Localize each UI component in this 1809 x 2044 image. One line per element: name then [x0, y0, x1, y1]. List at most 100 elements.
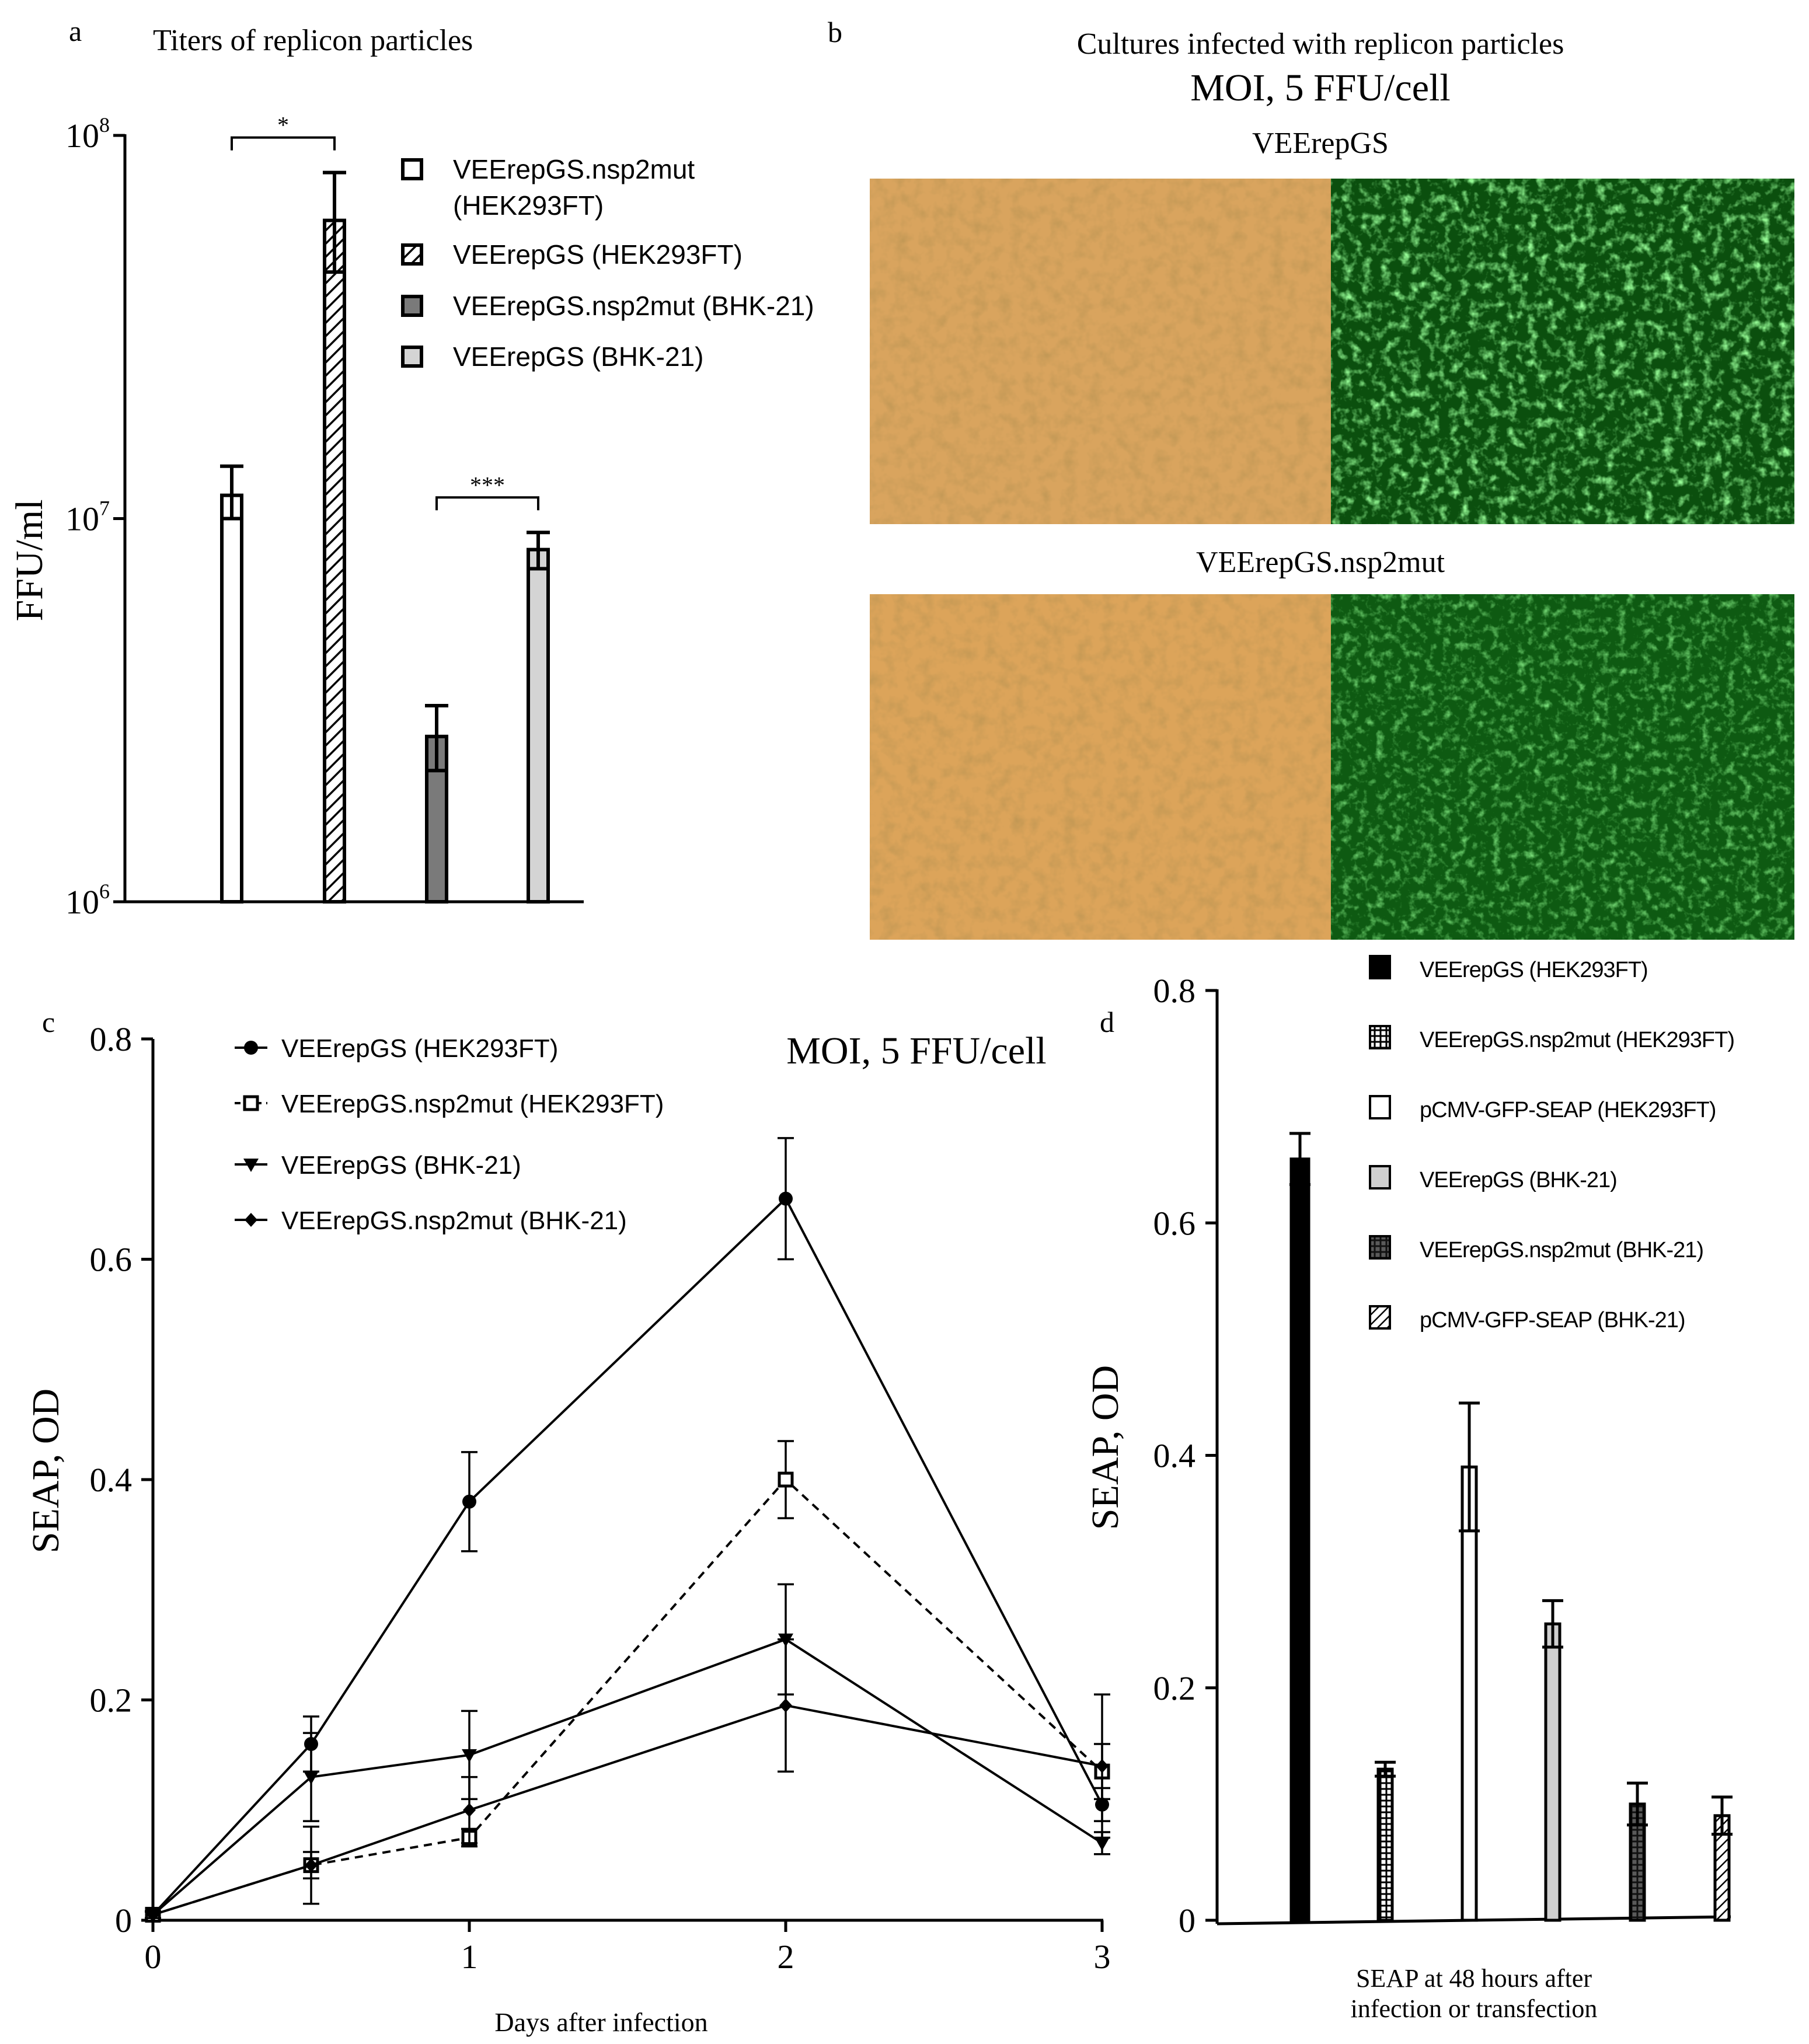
d-legend-swatch: [1369, 1305, 1391, 1330]
a-legend-label: VEErepGS (HEK293FT): [453, 239, 743, 270]
c-series-line: [152, 1704, 1103, 1916]
c-marker-square: [243, 1095, 259, 1111]
c-marker-triangle: [243, 1159, 259, 1172]
c-marker-circle: [244, 1041, 258, 1055]
c-marker-triangle: [462, 1749, 477, 1763]
c-ytick-label: 0.4: [90, 1461, 133, 1499]
a-legend-label: (HEK293FT): [453, 190, 604, 221]
a-legend-swatch: [401, 346, 423, 368]
a-ytick-exp: 7: [99, 497, 110, 520]
panel-b-microscopy: b Cultures infected with replicon partic…: [828, 16, 1794, 940]
panel-c-xlabel: Days after infection: [494, 2007, 707, 2037]
d-ytick-label: 0.6: [1153, 1204, 1196, 1242]
c-series-line: [152, 1197, 1103, 1916]
d-legend-label: pCMV-GFP-SEAP (BHK-21): [1420, 1308, 1685, 1333]
a-bar: [220, 493, 243, 904]
d-legend-label: VEErepGS (BHK-21): [1420, 1168, 1617, 1192]
c-marker-circle: [779, 1191, 793, 1206]
c-ytick-label: 0.8: [90, 1020, 133, 1058]
a-ytick-base: 10: [65, 883, 99, 921]
a-legend-label: VEErepGS (BHK-21): [453, 341, 703, 372]
a-ytick-label: 107: [65, 497, 110, 538]
c-xtick-label: 0: [145, 1938, 162, 1976]
d-ytick-label: 0.4: [1153, 1437, 1196, 1475]
c-marker-diamond: [779, 1698, 792, 1712]
d-legend-swatch: [1369, 1165, 1391, 1190]
a-significance-label: *: [277, 112, 289, 138]
panel-d-ylabel: SEAP, OD: [1084, 1365, 1127, 1530]
a-significance-bracket: [231, 136, 336, 151]
a-bar: [527, 547, 550, 904]
c-marker-diamond: [1096, 1759, 1109, 1773]
a-legend-label: VEErepGS.nsp2mut: [453, 154, 695, 184]
a-ytick-label: 108: [65, 113, 110, 155]
brightfield-image-veerepgs: [870, 179, 1331, 524]
a-legend-swatch: [401, 243, 423, 266]
a-ytick-base: 10: [65, 500, 99, 538]
c-marker-circle: [462, 1494, 476, 1509]
panel-a-label: a: [69, 15, 82, 47]
panel-a-titer-chart: a Titers of replicon particles FFU/ml 10…: [8, 15, 814, 921]
panel-d-bar-chart: d SEAP, OD SEAP at 48 hours after infect…: [1084, 955, 1735, 2023]
a-significance-label: ***: [470, 472, 505, 498]
c-legend-label: VEErepGS.nsp2mut (HEK293FT): [281, 1090, 664, 1118]
fluorescence-image-veerepgs-nsp2mut: [1331, 594, 1794, 940]
d-legend-label: pCMV-GFP-SEAP (HEK293FT): [1420, 1098, 1716, 1122]
a-ytick-exp: 8: [99, 113, 110, 137]
panel-c-ylabel: SEAP, OD: [25, 1389, 67, 1553]
a-ytick-base: 10: [65, 117, 99, 155]
d-legend-label: VEErepGS.nsp2mut (BHK-21): [1420, 1238, 1703, 1262]
panel-d-xlabel-line1: SEAP at 48 hours after: [1356, 1964, 1592, 1993]
fluorescence-image-veerepgs: [1331, 179, 1794, 524]
a-legend-swatch: [401, 158, 423, 180]
a-significance-bracket: [435, 496, 539, 511]
c-marker-square: [778, 1471, 794, 1488]
panel-d-label: d: [1100, 1006, 1114, 1038]
c-marker-diamond: [305, 1858, 318, 1872]
c-xtick-label: 2: [778, 1938, 794, 1976]
panel-b-row1-label: VEErepGS: [1252, 127, 1389, 160]
c-series-group: [145, 1137, 1110, 1922]
a-legend-swatch: [401, 295, 423, 317]
panel-d-xlabel-line2: infection or transfection: [1351, 1994, 1598, 2023]
c-xtick-label: 1: [461, 1938, 478, 1976]
c-xtick-label: 3: [1094, 1938, 1111, 1976]
a-legend-label: VEErepGS.nsp2mut (BHK-21): [453, 291, 814, 321]
panel-c-label: c: [42, 1006, 55, 1038]
c-legend-label: VEErepGS (HEK293FT): [281, 1034, 558, 1063]
c-series-group: [145, 1638, 1110, 1922]
d-legend-swatch: [1369, 955, 1391, 979]
c-ytick-label: 0.6: [90, 1241, 133, 1279]
c-marker-diamond: [147, 1907, 159, 1922]
d-ytick-label: 0.2: [1153, 1669, 1196, 1707]
d-ytick-label: 0: [1179, 1902, 1195, 1940]
c-marker-diamond: [463, 1803, 476, 1818]
a-bar: [323, 218, 346, 904]
c-ytick-label: 0: [115, 1902, 132, 1940]
d-ytick-label: 0.8: [1153, 972, 1196, 1010]
d-bar: [1376, 1767, 1394, 1922]
c-legend-label: VEErepGS (BHK-21): [281, 1151, 521, 1180]
c-marker-triangle: [304, 1771, 319, 1785]
c-marker-triangle: [1095, 1837, 1110, 1851]
panel-c-line-chart: c MOI, 5 FFU/cell SEAP, OD Days after in…: [25, 1006, 1111, 2037]
brightfield-image-veerepgs-nsp2mut: [870, 594, 1331, 940]
c-marker-diamond: [245, 1213, 257, 1227]
c-series-line: [152, 1638, 1103, 1916]
panel-a-title: Titers of replicon particles: [153, 24, 473, 57]
d-legend-label: VEErepGS (HEK293FT): [1420, 958, 1648, 982]
d-bar: [1461, 1465, 1478, 1922]
d-legend-label: VEErepGS.nsp2mut (HEK293FT): [1420, 1028, 1734, 1052]
d-legend-swatch: [1369, 1095, 1391, 1119]
c-series-group: [145, 1440, 1110, 1923]
d-bar: [1289, 1157, 1310, 1922]
panel-c-title: MOI, 5 FFU/cell: [786, 1030, 1047, 1072]
panel-a-ylabel: FFU/ml: [8, 499, 51, 621]
d-legend-swatch: [1369, 1025, 1391, 1049]
a-ytick-exp: 6: [99, 880, 110, 903]
c-ytick-label: 0.2: [90, 1682, 133, 1719]
panel-b-label: b: [828, 16, 842, 48]
c-legend-label: VEErepGS.nsp2mut (BHK-21): [281, 1206, 627, 1235]
a-ytick-label: 106: [65, 880, 110, 921]
